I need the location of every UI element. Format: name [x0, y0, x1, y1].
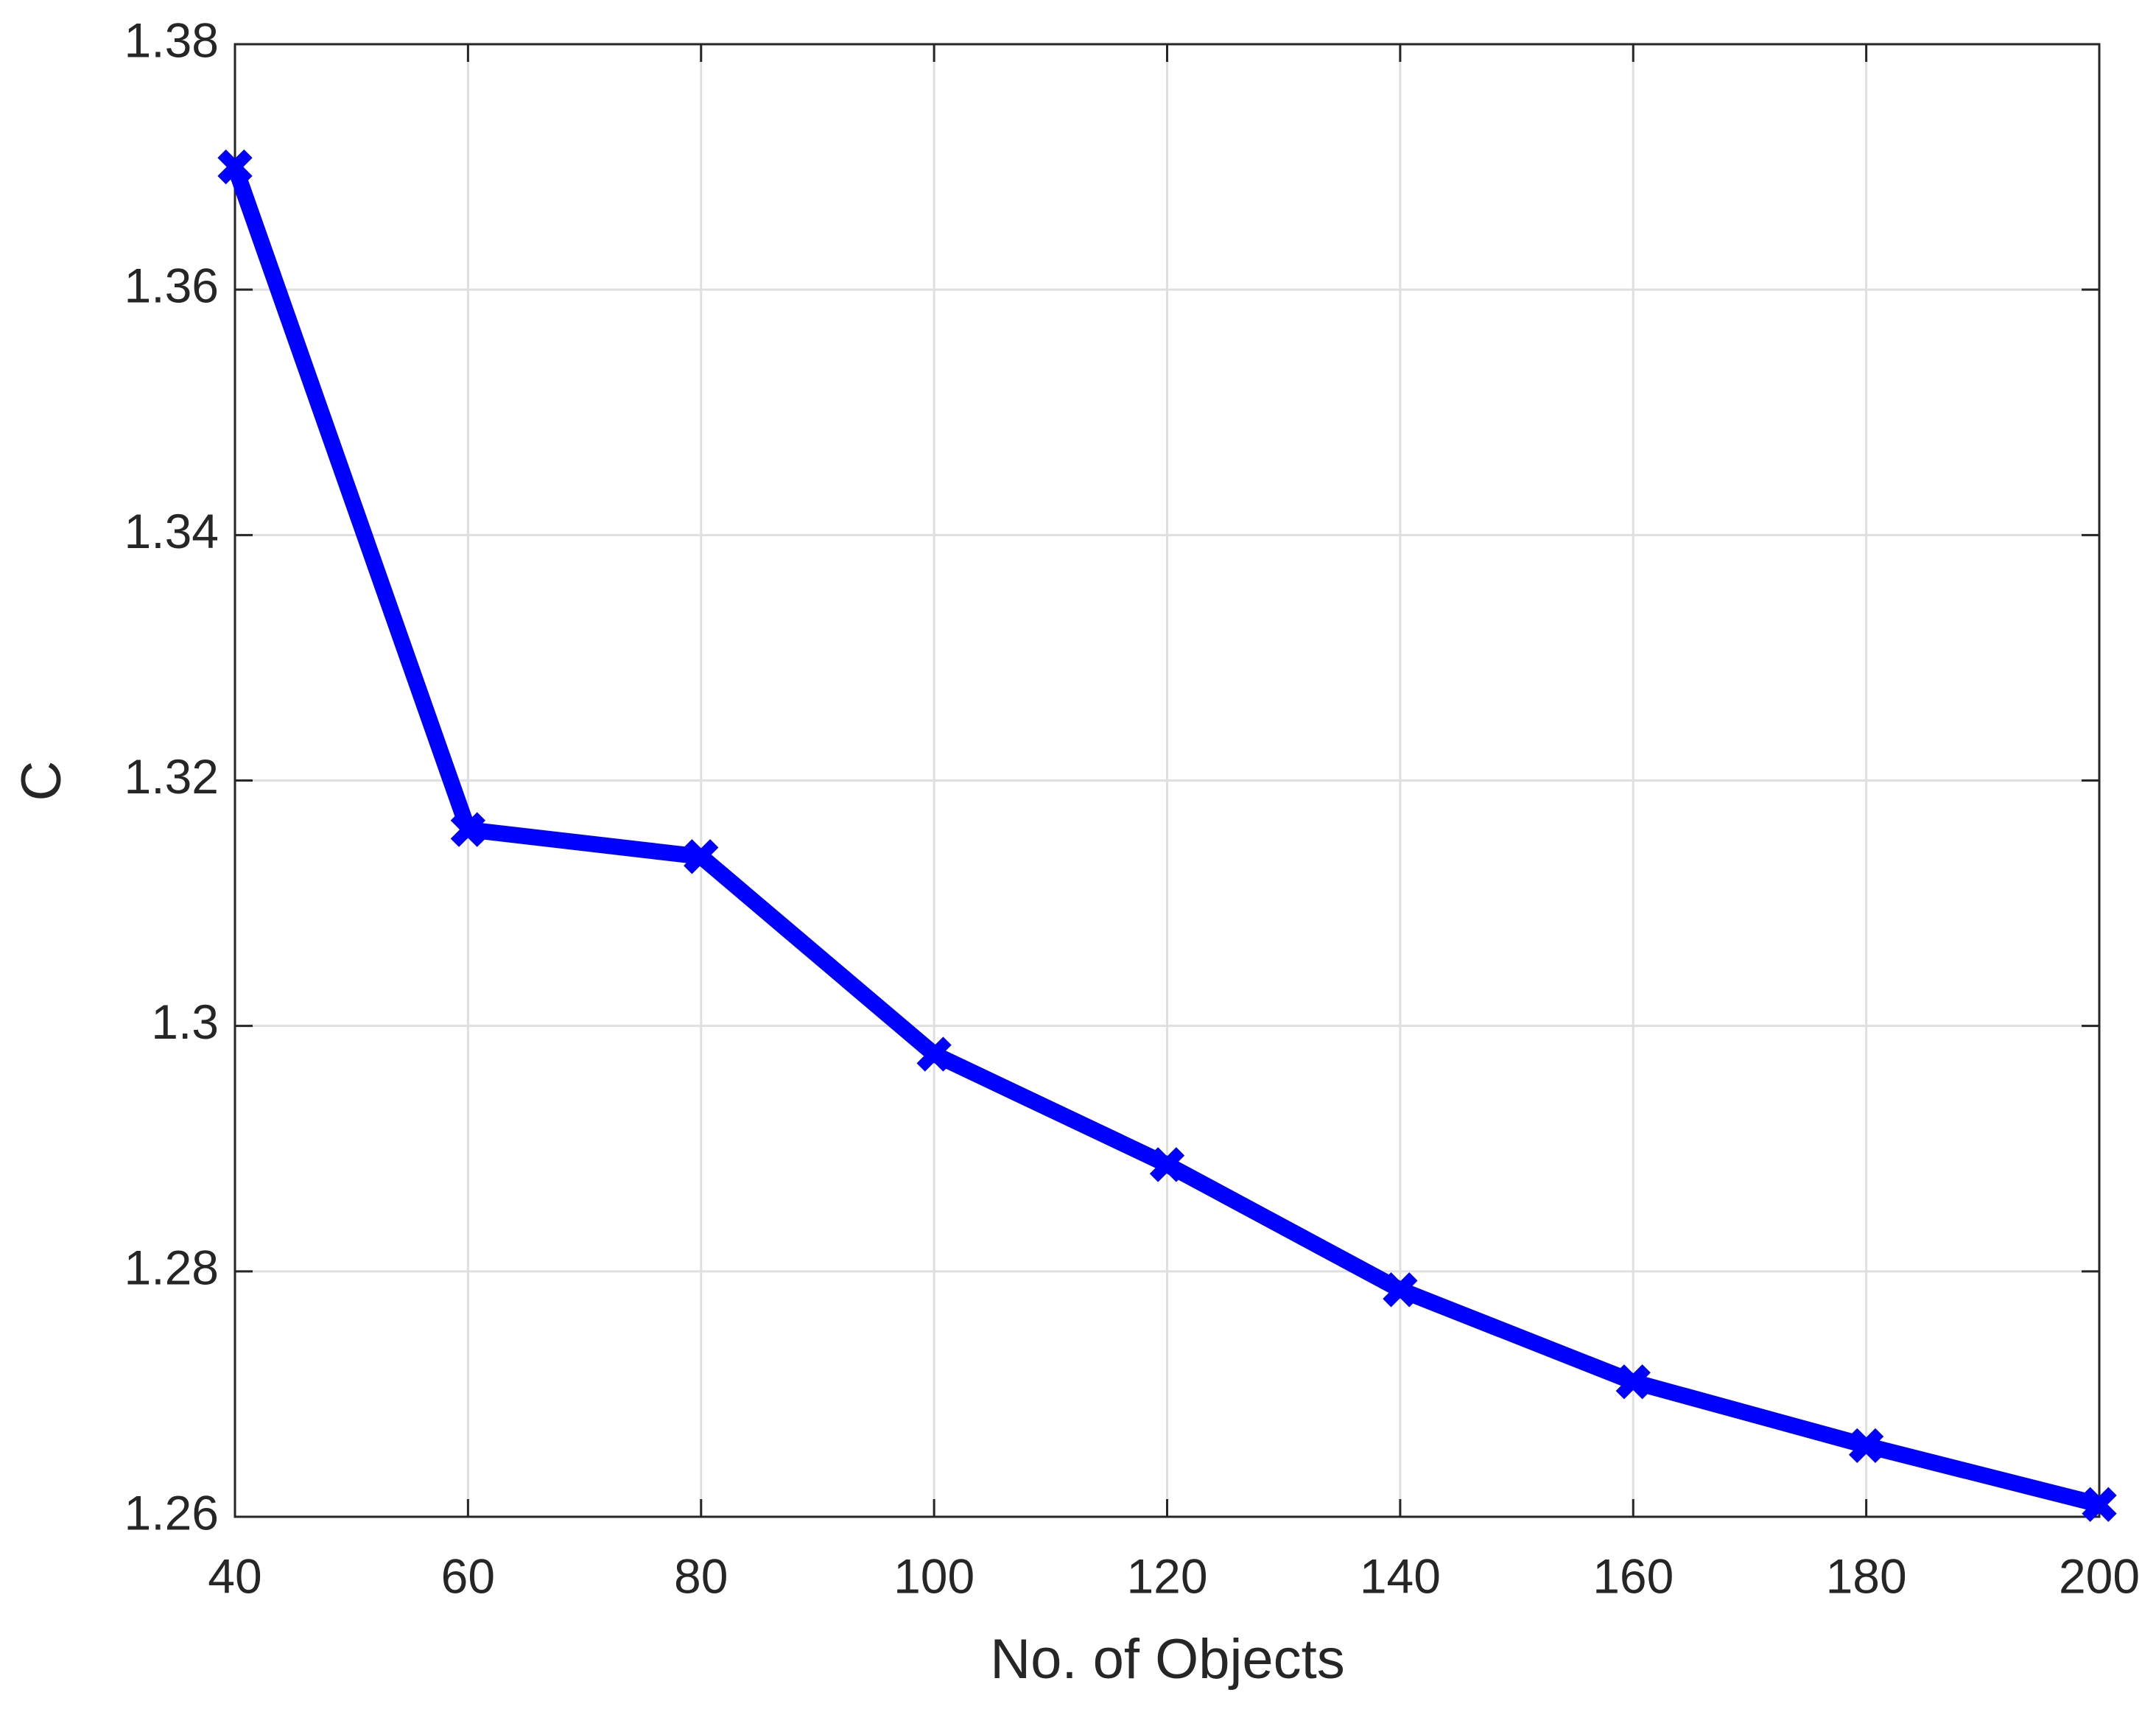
x-tick-label: 100 — [893, 1548, 975, 1603]
x-tick-label: 60 — [441, 1548, 495, 1603]
plot-frame — [233, 43, 2101, 1518]
data-marker — [916, 1036, 952, 1072]
y-tick-label: 1.28 — [124, 1240, 219, 1294]
y-tick-label: 1.32 — [124, 749, 219, 804]
data-marker — [1848, 1428, 1884, 1464]
x-tick-label: 120 — [1126, 1548, 1207, 1603]
y-tick-label: 1.34 — [124, 504, 219, 558]
y-tick-label: 1.36 — [124, 259, 219, 313]
x-axis-label: No. of Objects — [990, 1628, 1345, 1691]
y-axis-label: C — [10, 761, 73, 801]
data-marker — [1383, 1272, 1418, 1308]
data-marker — [684, 839, 719, 874]
y-tick-label: 1.26 — [124, 1485, 219, 1540]
data-marker — [217, 149, 253, 185]
data-marker — [450, 812, 486, 847]
x-tick-label: 160 — [1593, 1548, 1674, 1603]
x-tick-label: 80 — [674, 1548, 728, 1603]
data-marker — [2082, 1487, 2117, 1522]
y-tick-label: 1.3 — [151, 994, 219, 1049]
x-tick-label: 140 — [1360, 1548, 1441, 1603]
y-tick-label: 1.38 — [124, 13, 219, 67]
x-tick-label: 40 — [208, 1548, 261, 1603]
data-marker — [1149, 1147, 1185, 1182]
x-tick-label: 180 — [1826, 1548, 1907, 1603]
data-marker — [1615, 1364, 1651, 1400]
x-tick-label: 200 — [2059, 1548, 2140, 1603]
